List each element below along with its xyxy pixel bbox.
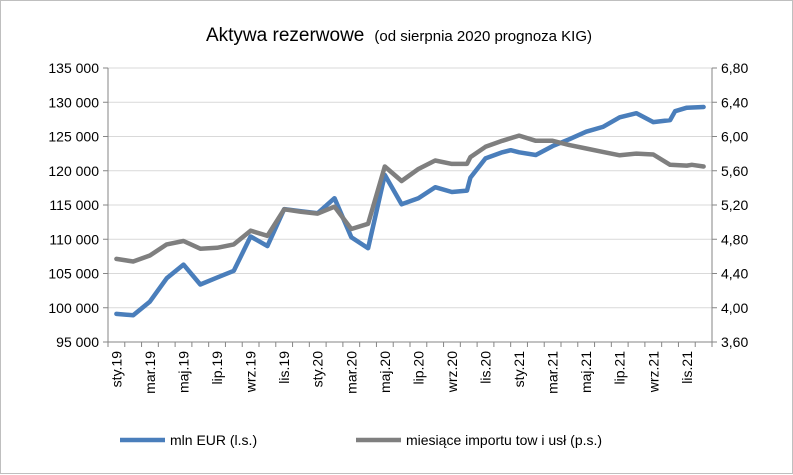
x-tick-label: mar.21 (545, 351, 561, 394)
y-left-tick-label: 120 000 (48, 163, 99, 179)
x-tick-label: lip.20 (410, 351, 426, 385)
x-tick-label: wrz.20 (444, 351, 460, 393)
x-tick-label: lip.21 (612, 351, 628, 385)
y-left-tick-label: 105 000 (48, 266, 99, 282)
y-right-tick-label: 6,00 (721, 129, 748, 145)
legend-label: mln EUR (l.s.) (170, 432, 257, 448)
x-tick-label: mar.19 (142, 351, 158, 394)
series-line-import-months (114, 133, 706, 264)
y-right-tick-label: 5,60 (721, 163, 748, 179)
x-tick-label: mar.20 (343, 351, 359, 394)
y-left-tick-label: 130 000 (48, 94, 99, 110)
y-left-tick-label: 135 000 (48, 60, 99, 76)
chart-title-main: Aktywa rezerwowe (206, 25, 364, 46)
x-tick-label: lis.20 (478, 351, 494, 384)
x-tick-label: sty.21 (511, 351, 527, 388)
legend: mln EUR (l.s.) miesiące importu tow i usł… (120, 432, 602, 448)
gridlines (108, 67, 712, 343)
x-tick-label: maj.21 (578, 351, 594, 393)
x-tick-label: lis.21 (679, 351, 695, 384)
y-left-tick-label: 110 000 (49, 231, 99, 247)
y-left-tick-label: 125 000 (48, 129, 99, 145)
x-tick-label: maj.20 (377, 351, 393, 393)
y-right-tick-label: 6,40 (721, 94, 748, 110)
x-tick-label: lip.19 (209, 351, 225, 385)
x-tick-label: sty.19 (108, 351, 124, 388)
y-left-tick-label: 100 000 (48, 300, 99, 316)
x-tick-label: sty.20 (310, 351, 326, 388)
y-left-tick-label: 95 000 (56, 334, 99, 350)
y-right-tick-label: 4,00 (721, 300, 748, 316)
series-lines (114, 104, 706, 318)
y-right-tick-label: 4,40 (721, 266, 748, 282)
series-line-mln-eur (114, 104, 706, 318)
chart-title: Aktywa rezerwowe (od sierpnia 2020 progn… (206, 25, 592, 46)
x-tick-label: wrz.21 (645, 351, 661, 393)
y-left-tick-label: 115 000 (49, 197, 99, 213)
y-right-tick-label: 5,20 (721, 197, 748, 213)
y-right-tick-label: 4,80 (721, 231, 748, 247)
chart-title-subtitle: (od sierpnia 2020 prognoza KIG) (374, 28, 592, 45)
x-tick-label: lis.19 (276, 351, 292, 384)
x-tick-label: wrz.19 (243, 351, 259, 393)
y-right-tick-label: 6,80 (721, 60, 748, 76)
y-right-tick-label: 3,60 (721, 334, 748, 350)
legend-label: miesiące importu tow i usł (p.s.) (406, 432, 602, 448)
x-tick-label: maj.19 (176, 351, 192, 393)
axes (103, 67, 717, 347)
tick-labels: 95 000 100 000 105 000 110 000 115 000 120 00… (48, 60, 748, 394)
